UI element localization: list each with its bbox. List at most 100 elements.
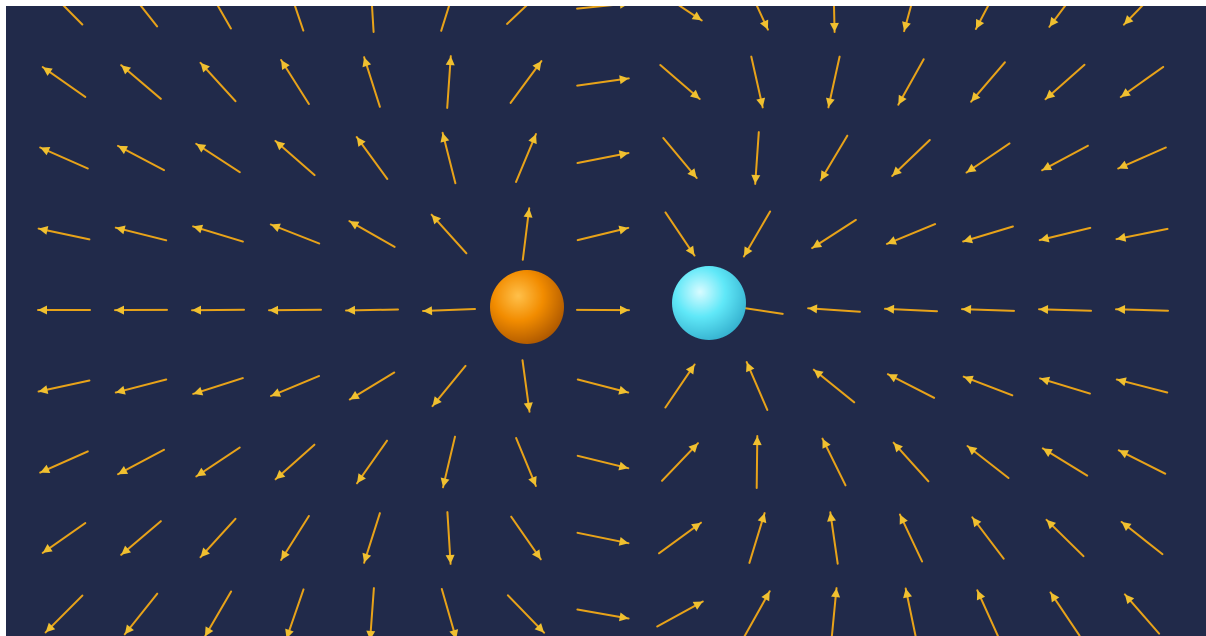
field-arrow-head [898,94,907,105]
field-arrow-head [691,11,702,21]
field-arrow [192,224,244,243]
field-arrow [348,220,396,248]
field-arrow [521,359,533,413]
field-arrow-head [532,61,542,71]
field-arrow-head [813,369,824,379]
field-arrow-shaft [370,6,375,33]
field-arrow [1045,518,1085,558]
field-arrow-head [38,305,47,315]
field-arrow-head [1042,162,1053,171]
field-arrow [1115,377,1169,394]
field-arrow [114,225,168,242]
field-arrow-head [618,150,629,160]
field-arrow [576,378,630,395]
field-arrow-head [200,547,210,558]
field-arrow [362,512,381,564]
field-arrow [280,515,310,561]
field-arrow [576,608,630,622]
field-arrow-head [532,549,541,560]
field-arrow-head [445,56,455,66]
field-arrow-head [685,364,695,375]
field-arrow-head [975,18,985,29]
field-arrow-head [971,92,981,102]
field-arrow-head [192,305,201,315]
field-arrow [1038,226,1092,243]
field-arrow-head [887,374,898,383]
field-arrow-head [967,446,978,456]
field-arrow [662,137,698,179]
field-arrow [39,450,89,474]
electric-field-scene [6,6,1206,636]
field-arrow [44,594,84,634]
field-arrow [898,513,924,563]
field-arrow-head [40,464,51,473]
charges [490,266,746,344]
field-arrow [751,131,761,185]
field-arrow [750,55,766,109]
field-arrow-head [523,402,533,412]
field-arrow-head [619,612,629,622]
field-arrow-head [687,168,697,178]
field-arrow-head [124,624,134,635]
field-arrow-shaft [293,6,305,32]
field-arrow-head [892,166,902,176]
field-arrow [819,134,849,182]
field-arrow [114,305,168,315]
field-arrow [743,590,771,636]
field-arrow-head [349,391,360,400]
field-arrow-head [440,132,450,143]
field-arrow [576,75,630,87]
field-arrow [204,590,233,636]
field-arrow [576,305,630,315]
field-arrow [123,592,159,636]
field-arrow [199,517,237,559]
field-arrow [755,6,769,31]
field-arrow-head [760,19,769,30]
field-arrow [1039,376,1091,395]
field-arrow-head [1045,89,1056,100]
field-arrow [1044,63,1086,101]
field-arrow [748,512,767,564]
field-arrow-head [808,304,818,314]
field-arrow [1117,146,1167,170]
field-arrow [195,446,241,478]
field-arrow [506,6,528,25]
field-arrow-head [449,629,459,636]
field-arrow-head [820,170,830,181]
field-arrow [1120,520,1164,556]
field-arrow [192,377,244,396]
field-arrow-head [976,590,986,601]
field-arrow [139,6,159,28]
field-arrow-head [831,588,841,598]
field-arrow-head [118,145,129,155]
field-arrow [976,589,1000,636]
field-arrow-head [445,554,455,564]
field-arrow [506,594,546,634]
field-arrow-head [275,470,286,480]
field-arrow [510,515,542,561]
field-arrow-head [752,436,762,446]
field-arrow [199,61,237,103]
field-arrow [440,6,451,32]
field-arrow-head [1039,305,1049,314]
field-arrow [811,218,857,250]
field-arrow-head [619,75,629,85]
field-arrow-head [899,514,908,525]
field-arrow-head [281,60,290,70]
field-arrow [362,56,381,108]
field-arrow [274,443,316,481]
field-arrow [576,6,625,10]
field-arrow-head [812,239,823,249]
field-arrow-head [523,208,533,218]
field-arrow [440,588,459,636]
field-arrow [807,304,861,314]
field-arrow [902,6,913,33]
field-arrow [1119,65,1165,99]
field-arrow [274,139,316,177]
field-arrow [830,587,841,636]
field-arrow-head [966,163,977,173]
field-arrow [37,379,91,394]
field-arrow-head [692,601,703,610]
field-arrow [971,516,1005,560]
field-arrow-head [685,245,695,256]
